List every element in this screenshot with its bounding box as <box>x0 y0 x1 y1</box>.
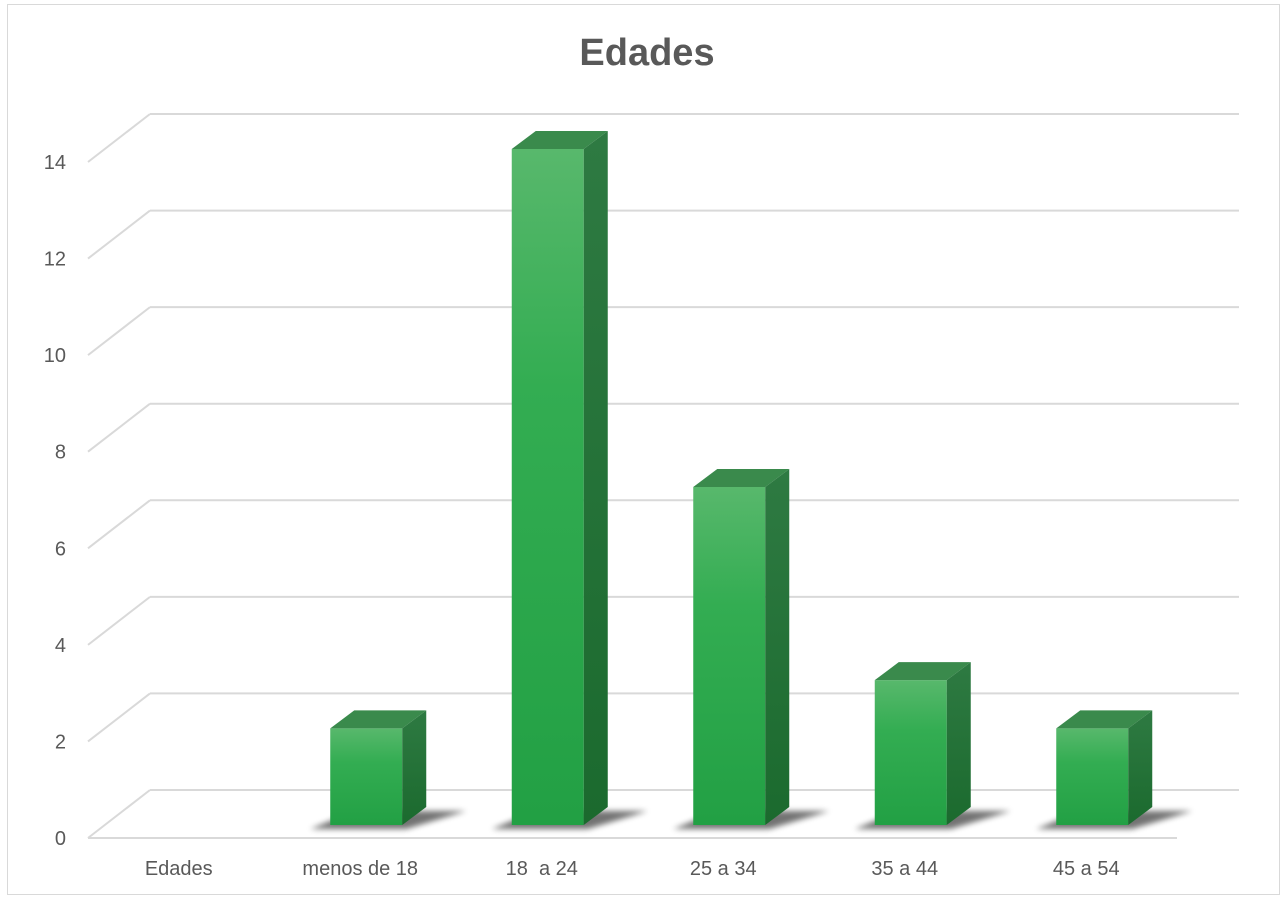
bars <box>310 131 1193 829</box>
gridline-side <box>87 499 151 550</box>
gridline-side <box>87 209 151 260</box>
gridline-side <box>87 113 151 163</box>
bar-side <box>1128 710 1153 825</box>
y-tick-label: 14 <box>44 152 66 174</box>
bar <box>1056 728 1129 825</box>
gridline-side <box>87 306 151 356</box>
chart-title: Edades <box>579 32 714 74</box>
bar-side <box>583 131 608 825</box>
bar-side <box>402 710 427 825</box>
y-tick-label: 0 <box>55 828 66 850</box>
y-tick-label: 12 <box>44 249 66 271</box>
gridline-side <box>87 789 151 839</box>
y-tick-label: 2 <box>55 731 66 753</box>
x-tick-label: 25 a 34 <box>690 858 757 880</box>
y-tick-label: 8 <box>55 442 66 464</box>
x-tick-label: 18 a 24 <box>506 858 578 880</box>
bar <box>693 487 766 825</box>
bar-top <box>1056 710 1153 729</box>
y-tick-label: 4 <box>55 635 66 657</box>
bar-side <box>946 662 971 825</box>
bar <box>511 149 584 825</box>
bar-top <box>511 131 608 149</box>
x-axis-ticks: Edades menos de 18 18 a 24 25 a 34 35 a 44 45… <box>145 858 1120 880</box>
bar-top <box>874 662 971 681</box>
y-tick-label: 10 <box>44 345 66 367</box>
gridline-side <box>87 402 151 453</box>
bar-top <box>330 710 427 729</box>
bar-side <box>765 469 790 825</box>
gridline-side <box>87 692 151 743</box>
x-tick-label: menos de 18 <box>302 858 418 880</box>
x-tick-label: Edades <box>145 858 213 880</box>
x-tick-label: 35 a 44 <box>871 858 938 880</box>
x-tick-label: 45 a 54 <box>1053 858 1120 880</box>
y-axis-ticks: 0 2 4 6 8 10 12 14 <box>44 152 66 850</box>
bar-top <box>693 469 790 487</box>
y-tick-label: 6 <box>55 538 66 560</box>
gridline-side <box>87 596 151 646</box>
bar <box>330 728 403 825</box>
bar <box>874 680 947 825</box>
